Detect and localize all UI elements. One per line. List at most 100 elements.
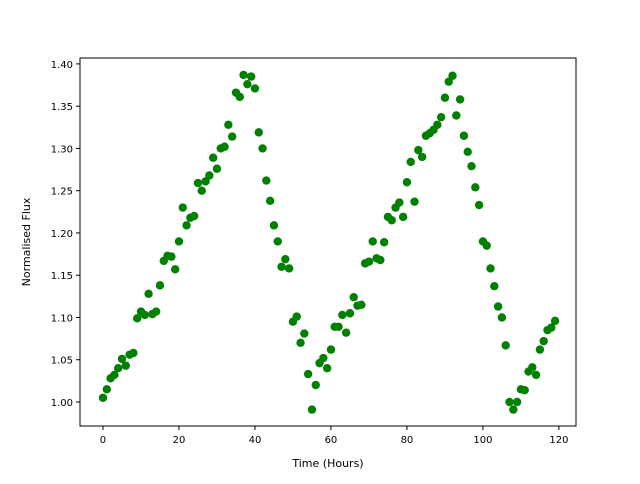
data-point (273, 237, 282, 246)
x-tick-label: 120 (549, 435, 568, 446)
data-point (467, 161, 476, 171)
data-point (227, 132, 237, 141)
x-axis-label: Time (Hours) (291, 457, 363, 470)
data-point (129, 348, 138, 358)
data-point (550, 316, 560, 326)
data-point (262, 176, 271, 185)
data-point (334, 322, 343, 331)
data-point (474, 200, 484, 210)
y-tick-label: 1.15 (51, 271, 73, 282)
data-point (539, 336, 548, 346)
data-point (246, 72, 256, 81)
data-point (379, 238, 389, 247)
data-point (155, 281, 165, 290)
y-tick-label: 1.25 (51, 187, 73, 198)
data-point (224, 120, 233, 129)
data-point (189, 211, 199, 221)
x-tick-label: 60 (325, 435, 338, 446)
data-point (113, 363, 123, 373)
data-point (505, 397, 514, 407)
data-point (395, 198, 404, 207)
data-point (284, 264, 294, 273)
y-tick-label: 1.20 (51, 229, 73, 240)
x-tick-label: 40 (249, 435, 262, 446)
data-point (144, 289, 153, 299)
data-point (376, 255, 385, 265)
data-point (132, 314, 142, 323)
data-point (250, 84, 260, 93)
data-point (277, 262, 286, 271)
data-point (387, 216, 396, 225)
data-point (292, 312, 301, 321)
data-point (338, 310, 347, 320)
x-tick-label: 0 (100, 435, 106, 446)
data-point (535, 345, 545, 354)
data-point (349, 292, 358, 302)
data-point (121, 361, 130, 370)
data-point (170, 265, 180, 274)
x-tick-label: 100 (473, 435, 492, 446)
data-point (440, 93, 450, 102)
data-point (406, 157, 415, 167)
data-point (326, 345, 336, 354)
data-point (414, 145, 423, 155)
plot-frame (79, 57, 577, 427)
data-point (265, 196, 275, 206)
data-point (151, 307, 161, 316)
data-point (239, 70, 248, 80)
data-point (140, 310, 149, 320)
data-point (102, 385, 111, 394)
y-tick-label: 1.05 (51, 356, 73, 367)
data-point (110, 370, 119, 380)
data-point (448, 71, 457, 80)
data-point (197, 186, 206, 195)
data-point (212, 164, 222, 173)
data-point (307, 405, 317, 414)
data-point (528, 363, 537, 372)
data-point (174, 237, 184, 246)
data-point (319, 353, 328, 363)
y-tick-label: 1.30 (51, 144, 73, 155)
data-point (205, 171, 214, 180)
data-point (311, 380, 320, 390)
data-point (220, 142, 229, 151)
data-point (482, 241, 491, 250)
data-point (493, 302, 503, 311)
data-point (520, 385, 529, 395)
x-tick-label: 20 (173, 435, 186, 446)
data-point (364, 257, 374, 266)
data-point (368, 237, 377, 246)
y-tick-label: 1.40 (51, 60, 73, 71)
data-point (345, 309, 355, 318)
y-tick-label: 1.00 (51, 398, 73, 409)
data-point (436, 112, 446, 122)
data-point (193, 178, 203, 188)
data-point (208, 153, 218, 162)
data-point (281, 254, 290, 264)
data-point (296, 338, 305, 348)
data-point (486, 264, 495, 273)
data-point (433, 120, 442, 129)
data-point (98, 393, 108, 402)
x-tick-label: 80 (401, 435, 414, 446)
data-point (167, 252, 176, 261)
data-point (509, 405, 518, 414)
data-point (463, 147, 472, 157)
data-point (398, 212, 408, 222)
data-point (490, 282, 499, 291)
data-point (459, 131, 469, 140)
data-point (501, 341, 510, 350)
data-point (497, 313, 507, 322)
data-point (512, 397, 522, 407)
y-axis-label: Normalised Flux (20, 197, 33, 286)
data-point (402, 178, 412, 187)
data-point (410, 197, 419, 206)
data-point (547, 323, 556, 332)
data-point (531, 370, 541, 380)
data-point (300, 329, 309, 338)
data-point (235, 92, 244, 102)
data-point (322, 363, 332, 373)
data-point (452, 111, 461, 120)
data-point (303, 369, 313, 379)
